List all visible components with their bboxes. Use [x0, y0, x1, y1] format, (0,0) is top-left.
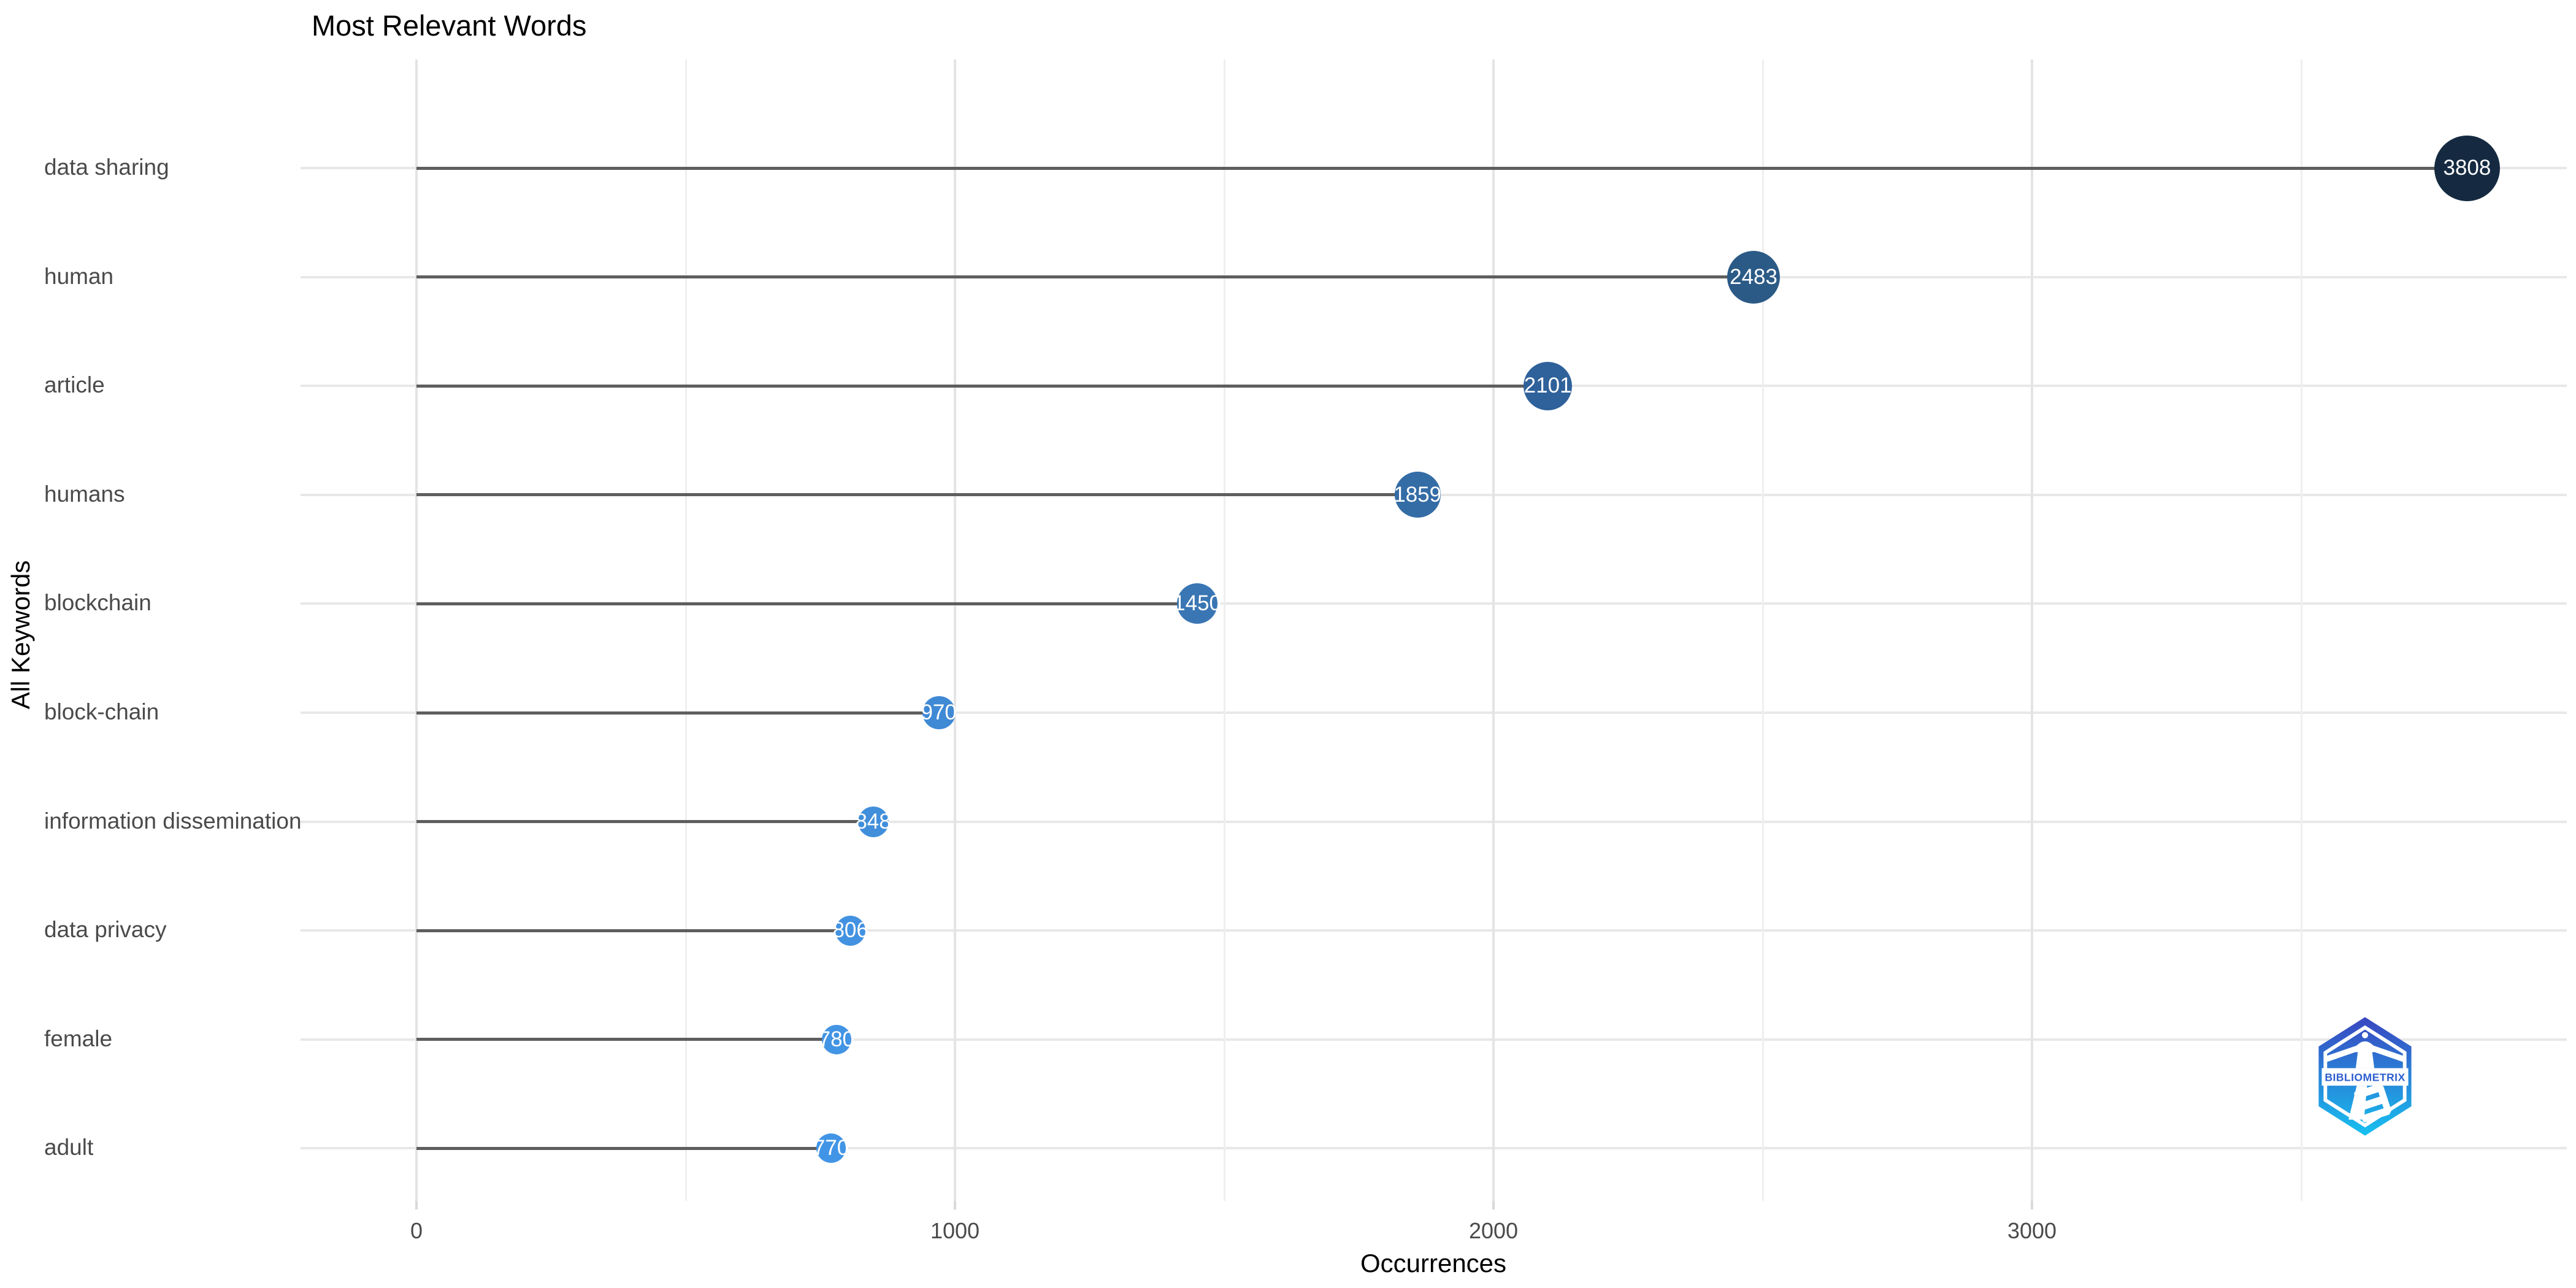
- data-point: 770: [813, 1133, 849, 1163]
- x-tick-mark: [1492, 1201, 1495, 1209]
- data-point: 848: [855, 806, 891, 837]
- logo-wordmark: BIBLIOMETRIX: [2325, 1071, 2405, 1084]
- logo-ray-left: [2326, 1045, 2357, 1062]
- x-minor-gridline: [685, 59, 687, 1201]
- x-tick-label: 0: [410, 1218, 423, 1243]
- lollipop-stem: [416, 493, 1418, 497]
- x-tick-mark: [415, 1201, 418, 1209]
- y-axis-title: All Keywords: [6, 560, 35, 710]
- lollipop-stem: [416, 384, 1548, 388]
- row-gridline: [301, 929, 2567, 932]
- lighthouse-tower-top: [2355, 1052, 2375, 1068]
- data-point: 1859: [1393, 472, 1441, 518]
- x-major-gridline: [415, 59, 418, 1201]
- x-major-gridline: [1492, 59, 1495, 1201]
- y-tick-label: humans: [44, 481, 125, 507]
- row-gridline: [301, 1038, 2567, 1041]
- y-tick-label: blockchain: [44, 590, 151, 616]
- y-tick-label: data sharing: [44, 155, 169, 180]
- x-tick-mark: [954, 1201, 956, 1209]
- x-tick-label: 3000: [2007, 1218, 2057, 1243]
- bibliometrix-logo: BIBLIOMETRIX: [2318, 1017, 2412, 1136]
- lollipop-stem: [416, 820, 873, 824]
- x-major-gridline: [2031, 59, 2033, 1201]
- lollipop-stem: [416, 166, 2467, 170]
- x-axis-title: Occurrences: [1360, 1249, 1507, 1278]
- lollipop-stem: [416, 711, 939, 715]
- lollipop-stem: [416, 602, 1198, 605]
- row-gridline: [301, 711, 2567, 714]
- data-point: 970: [921, 696, 957, 729]
- lollipop-stem: [416, 1146, 832, 1150]
- y-tick-label: information dissemination: [44, 808, 302, 834]
- data-point: 780: [819, 1024, 854, 1054]
- x-major-gridline: [954, 59, 956, 1201]
- lighthouse-dome: [2355, 1041, 2375, 1050]
- logo-ribbon-3: [2354, 1084, 2391, 1122]
- y-tick-label: female: [44, 1025, 113, 1051]
- row-gridline: [301, 602, 2567, 605]
- x-minor-gridline: [1224, 59, 1225, 1201]
- x-minor-gridline: [2301, 59, 2302, 1201]
- x-tick-mark: [2031, 1201, 2033, 1209]
- x-tick-label: 2000: [1468, 1218, 1519, 1243]
- y-tick-label: human: [44, 263, 114, 289]
- lollipop-stem: [416, 275, 1754, 279]
- y-tick-label: adult: [44, 1135, 94, 1160]
- logo-inner-hexagon: [2323, 1025, 2407, 1128]
- y-tick-label: data privacy: [44, 917, 167, 943]
- lollipop-stem: [416, 1038, 837, 1041]
- x-tick-label: 1000: [930, 1218, 980, 1243]
- logo-ray-right: [2373, 1045, 2404, 1062]
- x-minor-gridline: [1762, 59, 1764, 1201]
- row-gridline: [301, 1147, 2567, 1150]
- lighthouse-finial: [2361, 1032, 2369, 1038]
- data-point: 3808: [2434, 135, 2500, 201]
- chart-title: Most Relevant Words: [312, 9, 587, 42]
- data-point: 2101: [1524, 361, 1573, 410]
- data-point: 1450: [1173, 583, 1221, 624]
- data-point: 2483: [1727, 250, 1781, 304]
- row-gridline: [301, 820, 2567, 823]
- lollipop-stem: [416, 929, 851, 932]
- y-tick-label: article: [44, 372, 105, 398]
- data-point: 806: [832, 915, 868, 946]
- logo-band: [2321, 1068, 2409, 1086]
- lighthouse-gallery: [2354, 1048, 2376, 1052]
- y-tick-label: block-chain: [44, 699, 159, 725]
